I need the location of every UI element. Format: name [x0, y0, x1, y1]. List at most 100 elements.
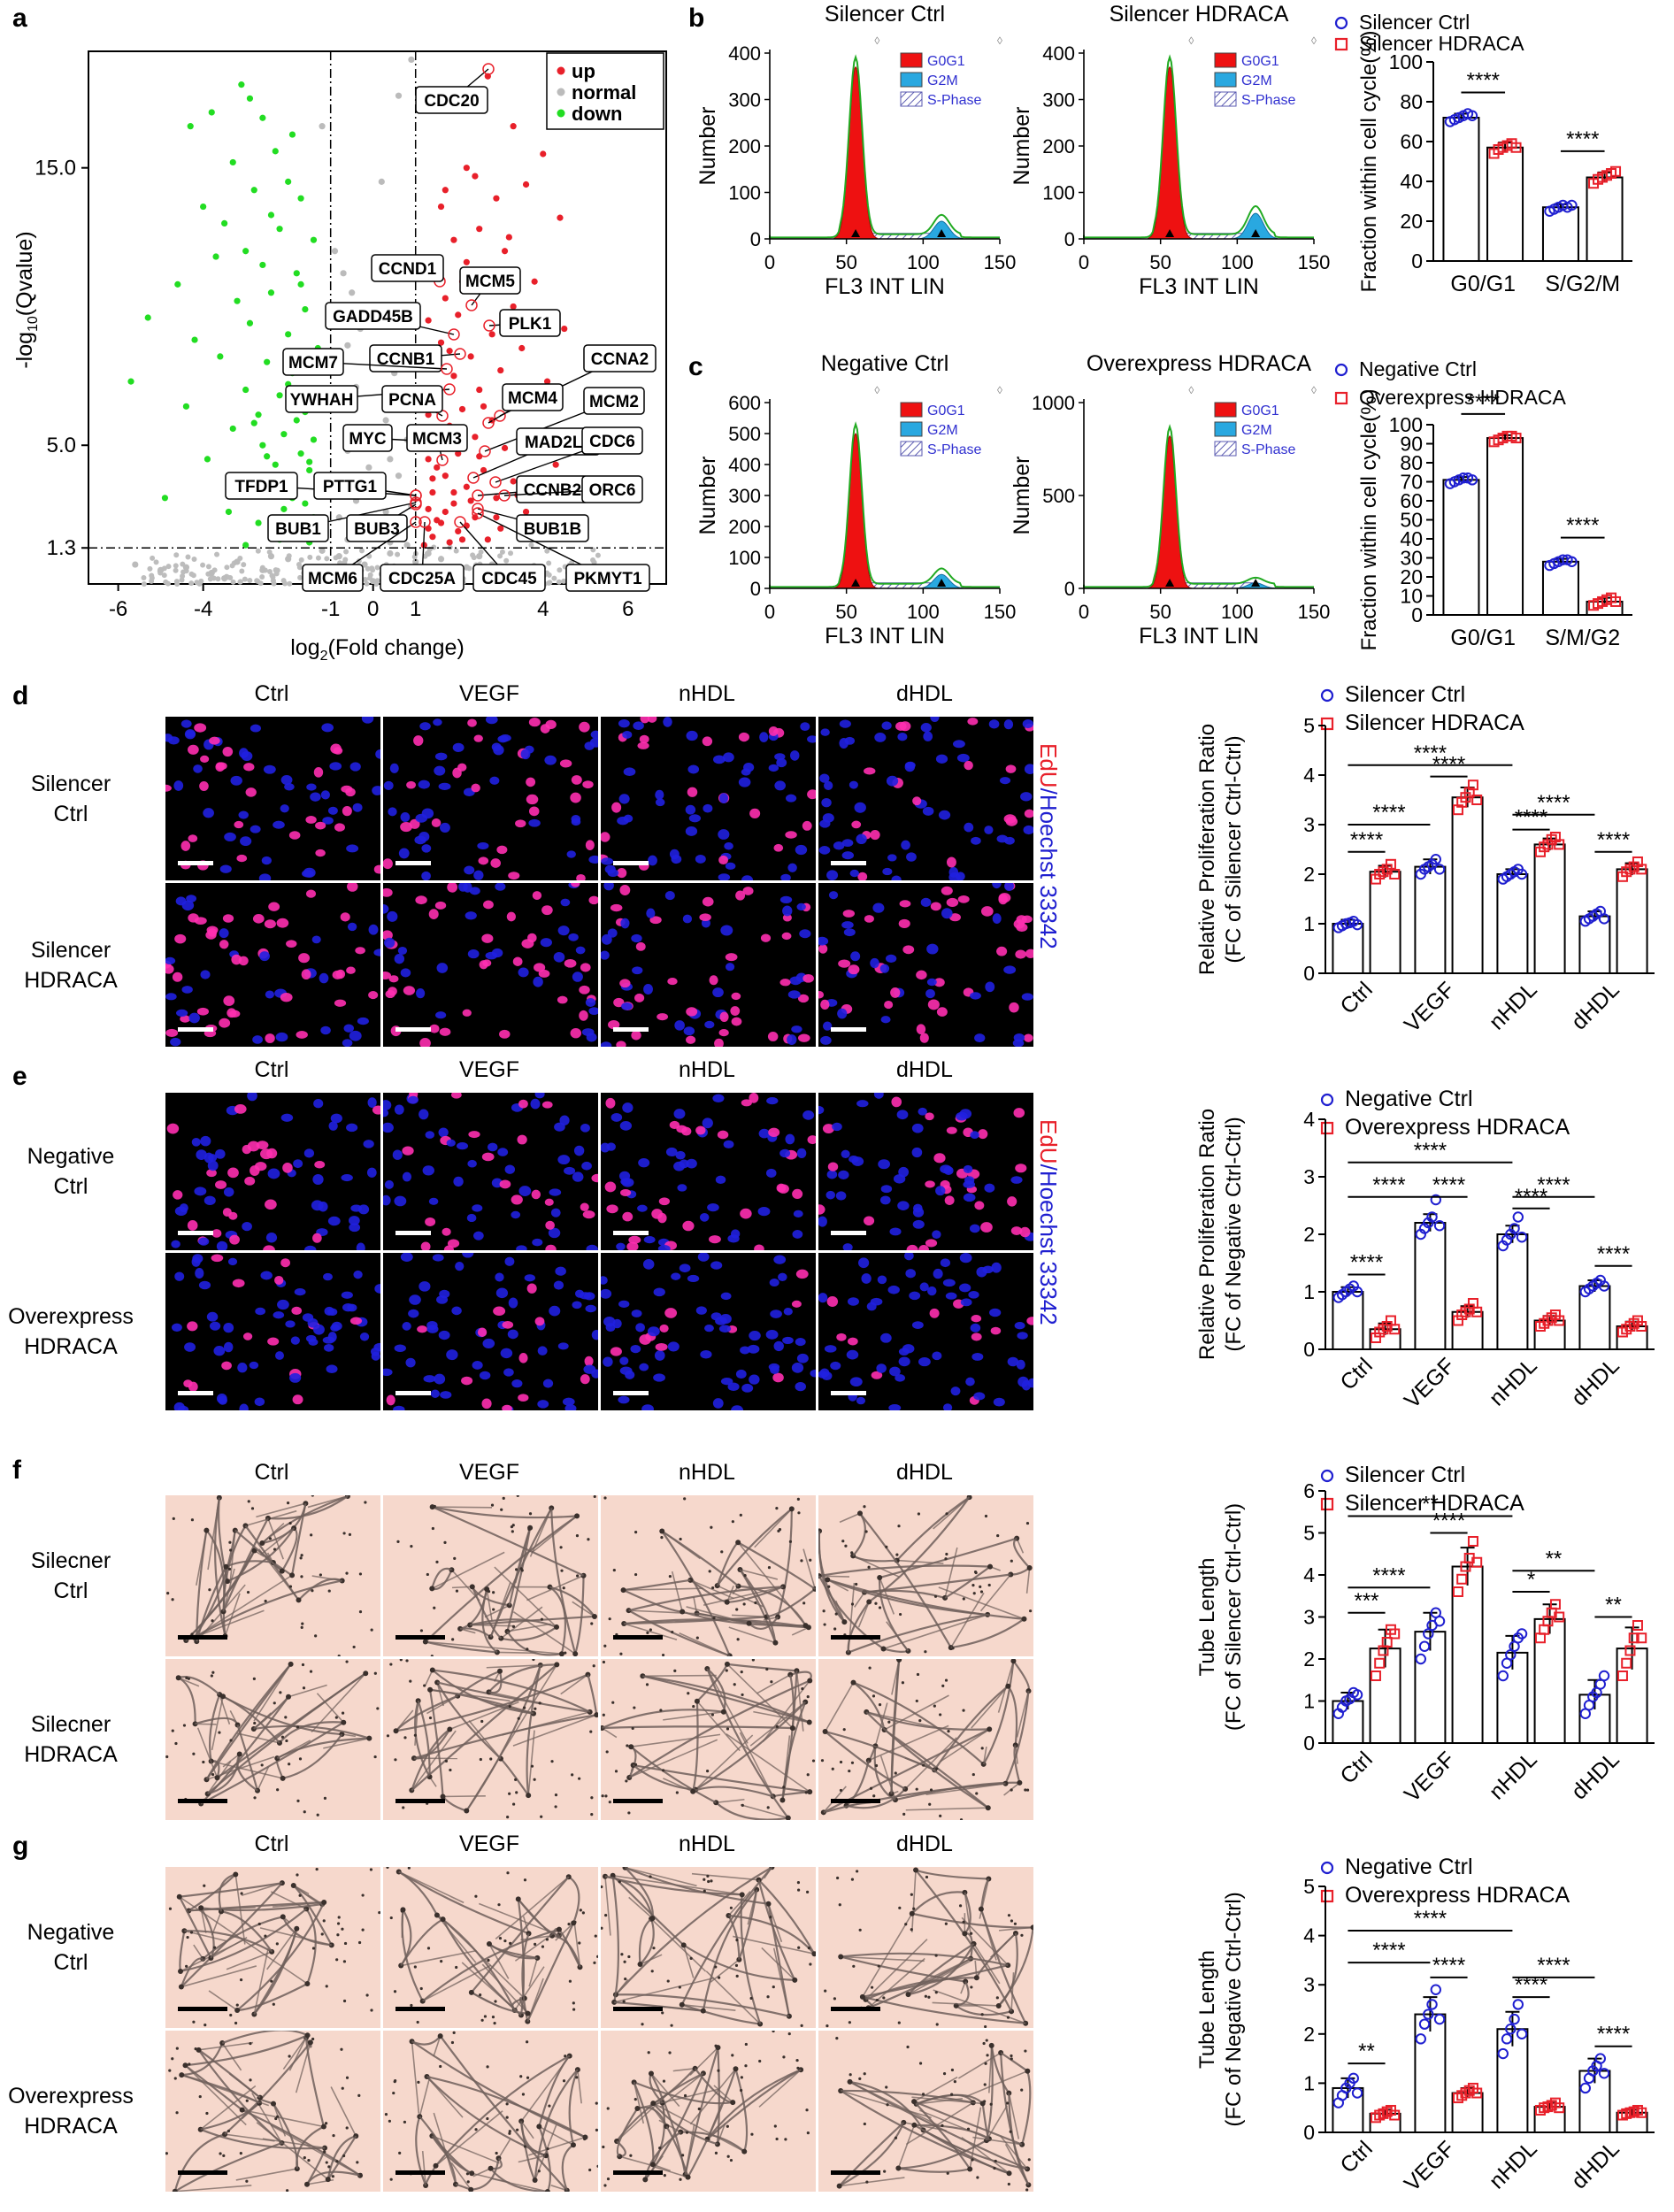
peak-marker	[1251, 579, 1261, 587]
nucleus	[165, 964, 174, 974]
cell-speck	[612, 1568, 616, 1572]
cell-speck	[588, 2168, 592, 2172]
diamond-mark: ◊	[997, 384, 1002, 396]
tube-node	[802, 1623, 809, 1629]
cell-speck	[725, 1669, 728, 1672]
nucleus	[429, 1024, 440, 1033]
cell-speck	[986, 2054, 989, 2057]
tube-node	[838, 2087, 844, 2093]
tube-segment	[469, 1618, 557, 1628]
nucleus	[275, 1032, 288, 1042]
cell-speck	[980, 1747, 984, 1750]
nucleus	[818, 1105, 825, 1115]
cell-speck	[590, 1796, 594, 1800]
normal-point	[234, 558, 241, 565]
nucleus	[515, 819, 526, 828]
data-point	[1512, 1999, 1524, 2010]
category-label: dHDL	[1567, 977, 1624, 1034]
nucleus	[557, 995, 568, 1004]
cell-speck	[413, 1965, 417, 1969]
nucleus	[1010, 1226, 1023, 1235]
cell-speck	[820, 1759, 825, 1763]
nucleus	[330, 1113, 342, 1124]
up-point	[493, 514, 500, 521]
cell-speck	[735, 1939, 739, 1942]
nucleus	[618, 1395, 630, 1404]
normal-point	[335, 553, 342, 560]
tube-segment	[1000, 2052, 1030, 2185]
cell-speck	[984, 1514, 988, 1518]
nucleus	[920, 897, 932, 907]
nucleus	[482, 1338, 495, 1348]
nucleus	[631, 1310, 642, 1317]
tube-node	[726, 1913, 732, 1919]
column-label: VEGF	[458, 1460, 520, 1485]
tube-node	[286, 1694, 292, 1700]
tube-segment	[180, 1908, 308, 1973]
significance-label: **	[1422, 1493, 1439, 1517]
data-point	[1385, 858, 1396, 870]
normal-point	[255, 548, 261, 554]
up-point	[561, 325, 568, 333]
nucleus	[265, 1233, 278, 1243]
tube-segment	[905, 2101, 974, 2146]
scale-bar	[395, 1027, 431, 1032]
tube-segment	[305, 1908, 317, 1985]
tube-segment	[823, 1782, 1006, 1814]
nucleus	[918, 1357, 931, 1367]
nucleus	[712, 1094, 725, 1102]
cell-speck	[443, 1540, 447, 1544]
cell-speck	[661, 2011, 664, 2015]
significance-label: ****	[1597, 1242, 1630, 1266]
cell-speck	[974, 1571, 978, 1575]
y-tick-label: 1.3	[47, 536, 76, 560]
normal-point	[319, 547, 326, 554]
down-point	[250, 419, 257, 426]
nucleus	[826, 870, 839, 880]
tube-segment	[178, 1677, 196, 1724]
cell-speck	[661, 1653, 665, 1656]
tube-segment	[713, 2085, 733, 2103]
nucleus	[236, 854, 248, 863]
cell-speck	[679, 1537, 682, 1541]
nucleus	[941, 886, 953, 895]
nucleus	[886, 775, 899, 787]
data-point	[1471, 1306, 1483, 1317]
cell-speck	[953, 2080, 956, 2084]
cell-speck	[735, 1540, 739, 1544]
cell-speck	[658, 2146, 662, 2150]
nucleus	[166, 1123, 180, 1134]
nucleus	[796, 1148, 807, 1159]
down-point	[234, 297, 241, 304]
significance-label: ****	[1537, 1954, 1570, 1978]
tube-image	[383, 1659, 598, 1820]
tube-node	[841, 1619, 848, 1625]
tube-node	[650, 2101, 657, 2107]
nucleus	[165, 733, 173, 742]
nucleus	[495, 883, 506, 891]
nucleus	[713, 755, 726, 764]
nucleus	[776, 757, 787, 768]
nucleus	[453, 1176, 464, 1187]
up-point	[497, 366, 504, 374]
tube-node	[995, 2002, 1002, 2008]
nucleus	[611, 802, 622, 813]
cell-speck	[962, 1920, 965, 1924]
tube-node	[434, 1912, 440, 1918]
nucleus	[724, 841, 733, 850]
tube-image	[165, 1659, 380, 1820]
nucleus	[327, 1216, 341, 1226]
nucleus	[434, 901, 447, 910]
bar	[1442, 117, 1480, 262]
nucleus	[864, 1216, 875, 1225]
bar	[1451, 796, 1484, 974]
cell-speck	[202, 1760, 205, 1764]
nucleus	[720, 1292, 732, 1301]
cell-speck	[234, 2021, 238, 2025]
tube-node	[680, 1942, 687, 1948]
peak-marker	[1165, 229, 1175, 237]
tube-segment	[209, 1694, 221, 1762]
cell-speck	[252, 1677, 256, 1680]
nucleus	[912, 1219, 925, 1229]
tube-segment	[1010, 1567, 1031, 1576]
